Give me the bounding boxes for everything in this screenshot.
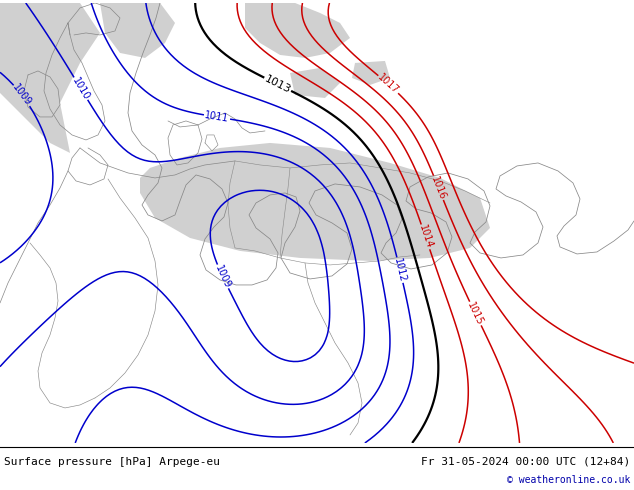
- Polygon shape: [100, 3, 175, 58]
- Text: 1009: 1009: [213, 263, 233, 290]
- Polygon shape: [290, 68, 340, 98]
- Text: 1009: 1009: [11, 83, 34, 108]
- Text: 1011: 1011: [204, 110, 230, 124]
- Polygon shape: [245, 3, 350, 58]
- Polygon shape: [352, 61, 390, 85]
- Text: 1016: 1016: [429, 174, 448, 201]
- Text: © weatheronline.co.uk: © weatheronline.co.uk: [507, 475, 630, 485]
- Text: 1012: 1012: [392, 257, 408, 283]
- Text: 1010: 1010: [70, 75, 91, 102]
- Polygon shape: [140, 143, 490, 261]
- Text: 1015: 1015: [465, 300, 485, 327]
- Text: Surface pressure [hPa] Arpege-eu: Surface pressure [hPa] Arpege-eu: [4, 457, 220, 467]
- Text: 1014: 1014: [417, 223, 434, 250]
- Polygon shape: [0, 3, 100, 153]
- Text: 1013: 1013: [263, 74, 292, 95]
- Text: Fr 31-05-2024 00:00 UTC (12+84): Fr 31-05-2024 00:00 UTC (12+84): [421, 457, 630, 467]
- Text: 1017: 1017: [376, 73, 401, 96]
